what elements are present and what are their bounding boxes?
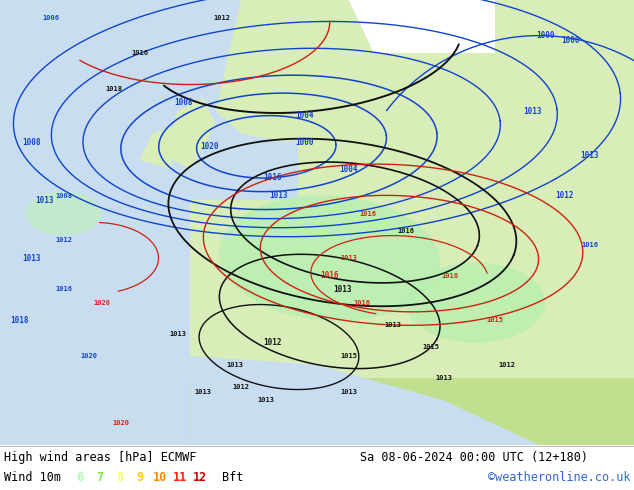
Ellipse shape (219, 195, 440, 321)
Text: 1004: 1004 (339, 165, 358, 173)
Polygon shape (139, 124, 178, 169)
Text: 1000: 1000 (295, 138, 314, 147)
Text: 1016: 1016 (359, 211, 376, 217)
Text: 1008: 1008 (174, 98, 193, 107)
Text: 1012: 1012 (233, 384, 249, 390)
Text: 1016: 1016 (320, 271, 339, 280)
Text: High wind areas [hPa] ECMWF: High wind areas [hPa] ECMWF (4, 451, 197, 465)
Text: 1013: 1013 (436, 375, 452, 381)
Text: 1018: 1018 (106, 86, 122, 92)
Text: 1006: 1006 (42, 15, 59, 21)
Text: 1020: 1020 (93, 299, 110, 306)
Text: 8: 8 (117, 471, 124, 485)
Ellipse shape (406, 263, 545, 343)
Text: 1013: 1013 (340, 255, 357, 261)
Text: 1008: 1008 (22, 138, 41, 147)
Text: 1016: 1016 (398, 228, 414, 234)
Text: 1016: 1016 (353, 299, 370, 306)
Text: ©weatheronline.co.uk: ©weatheronline.co.uk (488, 471, 630, 485)
Text: 1016: 1016 (581, 242, 598, 248)
Text: 1013: 1013 (195, 389, 211, 394)
Text: 11: 11 (173, 471, 187, 485)
Text: 1008: 1008 (55, 193, 72, 199)
Text: 1015: 1015 (486, 318, 503, 323)
Text: 12: 12 (193, 471, 207, 485)
Text: 1015: 1015 (340, 353, 357, 359)
Text: 1012: 1012 (499, 362, 515, 368)
Text: 7: 7 (96, 471, 103, 485)
Text: 1000: 1000 (536, 31, 555, 40)
Text: 1013: 1013 (269, 191, 288, 200)
Text: 1013: 1013 (385, 322, 401, 328)
Text: 1016: 1016 (442, 273, 458, 279)
Text: 1013: 1013 (258, 397, 275, 403)
FancyBboxPatch shape (0, 0, 190, 445)
Text: 1013: 1013 (35, 196, 54, 205)
Text: 1004: 1004 (295, 111, 314, 120)
Text: Sa 08-06-2024 00:00 UTC (12+180): Sa 08-06-2024 00:00 UTC (12+180) (360, 451, 588, 465)
FancyBboxPatch shape (190, 378, 634, 445)
FancyBboxPatch shape (139, 53, 634, 445)
Text: 1013: 1013 (226, 362, 243, 368)
Text: 1013: 1013 (169, 331, 186, 337)
Text: 1015: 1015 (423, 344, 439, 350)
Polygon shape (165, 98, 216, 169)
Text: 1012: 1012 (263, 338, 282, 347)
Text: 1013: 1013 (340, 389, 357, 394)
Text: 1013: 1013 (523, 107, 542, 116)
Text: 1018: 1018 (10, 316, 29, 325)
Text: 1020: 1020 (112, 419, 129, 426)
Text: 1012: 1012 (555, 191, 574, 200)
Polygon shape (216, 0, 380, 143)
Text: 1016: 1016 (55, 286, 72, 292)
Ellipse shape (25, 191, 101, 236)
Text: 1013: 1013 (22, 253, 41, 263)
Text: 1012: 1012 (55, 237, 72, 243)
Text: 1013: 1013 (580, 151, 599, 160)
Text: 1016: 1016 (263, 173, 282, 182)
Text: 1000: 1000 (561, 36, 580, 45)
Text: 1020: 1020 (200, 142, 219, 151)
Text: 10: 10 (153, 471, 167, 485)
Text: 1013: 1013 (333, 285, 352, 294)
Text: 9: 9 (136, 471, 143, 485)
FancyBboxPatch shape (495, 0, 634, 356)
Text: Wind 10m: Wind 10m (4, 471, 61, 485)
Text: Bft: Bft (222, 471, 243, 485)
Text: 1012: 1012 (214, 15, 230, 21)
Text: 1016: 1016 (131, 50, 148, 56)
Polygon shape (190, 356, 539, 445)
Text: 6: 6 (77, 471, 84, 485)
Text: 1020: 1020 (81, 353, 97, 359)
FancyBboxPatch shape (139, 0, 298, 200)
